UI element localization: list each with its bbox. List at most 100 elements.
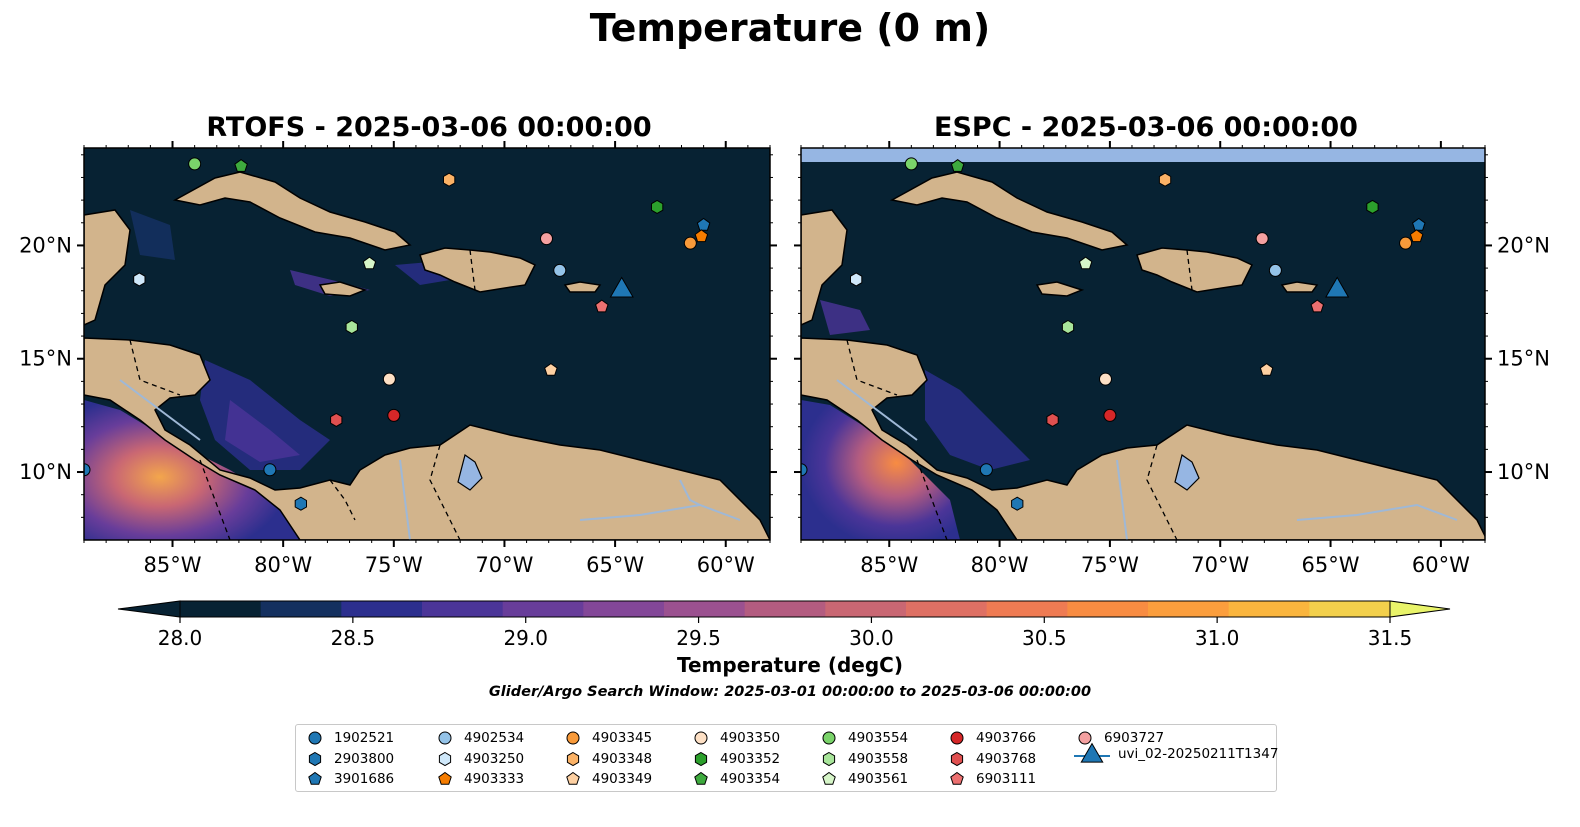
hexagon-marker-icon	[822, 751, 836, 766]
lon-tick-label: 75°W	[365, 553, 423, 577]
circle-marker-icon	[694, 731, 708, 745]
float-marker-4903348	[1158, 172, 1172, 187]
colorbar-bin	[825, 601, 907, 617]
float-marker-4903352	[1366, 199, 1379, 214]
circle-marker-icon	[308, 731, 322, 745]
float-marker-uvi_02-20250211T1347	[609, 276, 634, 298]
float-marker-3901686	[696, 217, 711, 231]
legend-label: 4903768	[976, 750, 1037, 767]
legend-item: 6903111	[946, 769, 1036, 789]
lat-tick-label: 20°N	[19, 233, 72, 257]
float-marker-uvi_02-20250211T1347	[1325, 276, 1350, 298]
colorbar-tick-label: 30.0	[849, 626, 894, 650]
legend-item: 4903350	[690, 728, 780, 748]
float-marker-6903727	[539, 232, 553, 246]
lon-tick-label: 80°W	[971, 553, 1029, 577]
legend-label: 4902534	[464, 730, 525, 746]
lon-tick-label: 75°W	[1081, 553, 1139, 577]
hexagon-marker-icon	[438, 751, 452, 766]
float-marker-4902534	[553, 263, 567, 277]
colorbar-bin	[1309, 601, 1391, 617]
lake-maracaibo	[457, 454, 483, 491]
lon-tick-label: 70°W	[1191, 553, 1249, 577]
circle-marker-icon	[950, 731, 964, 745]
colorbar-bin	[986, 601, 1068, 617]
float-marker-4902534	[1268, 263, 1282, 277]
float-marker-2903800	[1011, 496, 1024, 511]
colorbar-label: Temperature (degC)	[677, 653, 903, 677]
legend-item: 4903554	[818, 728, 908, 748]
legend-item: 4903558	[818, 749, 908, 769]
borders	[846, 249, 1193, 540]
float-marker-4903354	[950, 158, 965, 172]
axis-ticks: 85°W 80°W 75°W 70°W 65°W 60°W 20°N 15°N 10°N 85°W…	[19, 141, 1550, 577]
legend: 1902521 2903800 3901686 4902534 4903250 49033…	[295, 724, 1278, 792]
legend-label: 4903348	[592, 750, 653, 767]
colorbar-bin	[906, 601, 988, 617]
colorbar-tick-label: 29.5	[676, 626, 721, 650]
colorbar-bin	[1228, 601, 1310, 617]
legend-item: 4903348	[562, 749, 652, 769]
lat-tick-label: 15°N	[1497, 347, 1550, 371]
float-marker-4903352	[651, 199, 664, 214]
pentagon-marker-icon	[950, 771, 964, 785]
legend-label: 4903349	[592, 771, 653, 787]
figure-title: Temperature (0 m)	[589, 6, 991, 50]
float-marker-4903561	[362, 256, 377, 270]
float-marker-6903111	[1310, 299, 1325, 313]
pentagon-marker-icon	[566, 771, 580, 785]
legend-item: 1902521	[304, 728, 394, 748]
legend-label: 4903554	[848, 730, 909, 746]
float-marker-4903554	[188, 157, 202, 171]
legend-item: 4903561	[818, 769, 908, 789]
legend-label: 4903558	[848, 750, 909, 767]
search-window-subtitle: Glider/Argo Search Window: 2025-03-01 00…	[488, 684, 1092, 700]
float-marker-4903333	[694, 229, 709, 243]
legend-item: 4903349	[562, 769, 652, 789]
lon-tick-label: 65°W	[1302, 553, 1360, 577]
lon-tick-label: 85°W	[144, 553, 202, 577]
pentagon-marker-icon	[694, 771, 708, 785]
legend-item: 4903354	[690, 769, 780, 789]
pentagon-marker-icon	[438, 771, 452, 785]
legend-label: 2903800	[334, 750, 395, 767]
panel-title-espc: ESPC - 2025-03-06 00:00:00	[934, 112, 1358, 143]
legend-label: 3901686	[334, 771, 395, 787]
lon-tick-label: 60°W	[697, 553, 755, 577]
lon-tick-label: 80°W	[254, 553, 312, 577]
float-marker-4903250	[133, 272, 146, 287]
colorbar-tick-label: 31.0	[1195, 626, 1240, 650]
float-marker-4903350	[1098, 372, 1112, 386]
lat-tick-label: 15°N	[19, 347, 72, 371]
legend-label: 4903345	[592, 730, 653, 746]
pacific-warm-water	[801, 400, 960, 540]
lon-tick-label: 70°W	[475, 553, 533, 577]
legend-label: 4903250	[464, 750, 525, 767]
pentagon-marker-icon	[308, 771, 322, 785]
pentagon-marker-icon	[822, 771, 836, 785]
panel-title-rtofs: RTOFS - 2025-03-06 00:00:00	[206, 112, 652, 143]
legend-item: 4903352	[690, 749, 780, 769]
float-marker-4903354	[234, 158, 248, 172]
float-marker-4903348	[443, 172, 456, 187]
panel-frame	[800, 147, 1486, 541]
legend-label: 4903350	[720, 730, 781, 746]
legend-label: 6903111	[976, 771, 1037, 787]
float-marker-4903349	[1259, 362, 1274, 376]
float-marker-4903250	[850, 272, 863, 287]
colorbar-tick-label: 30.5	[1022, 626, 1067, 650]
hexagon-marker-icon	[566, 751, 580, 766]
panel-frame	[83, 147, 771, 541]
float-marker-4903350	[382, 372, 396, 386]
hexagon-marker-icon	[950, 751, 964, 766]
colorbar-bin	[664, 601, 746, 617]
float-marker-4903345	[1399, 236, 1413, 250]
map-panel-espc	[800, 147, 1486, 541]
colorbar-bin	[422, 601, 504, 617]
lake-maracaibo	[1174, 454, 1200, 491]
float-marker-4903345	[683, 236, 697, 250]
legend-item: uvi_02-20250211T1347	[1074, 742, 1278, 764]
float-markers	[801, 157, 1426, 511]
legend-label: 1902521	[334, 730, 395, 746]
float-marker-4903333	[1409, 229, 1424, 243]
